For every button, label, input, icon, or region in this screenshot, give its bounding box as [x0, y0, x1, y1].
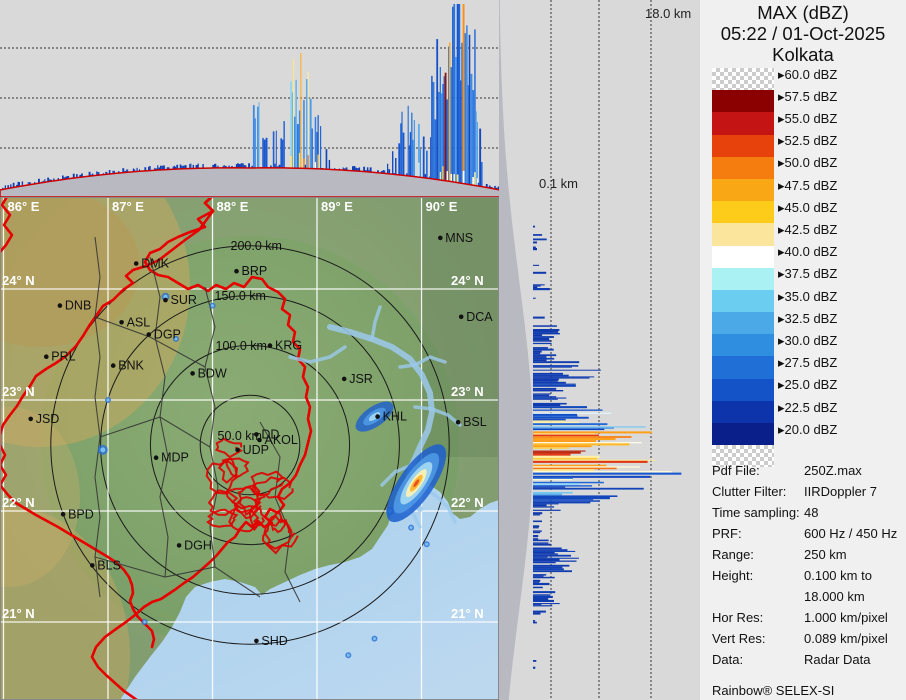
svg-text:24° N: 24° N: [2, 273, 35, 288]
svg-text:86° E: 86° E: [8, 199, 40, 214]
svg-text:88° E: 88° E: [217, 199, 249, 214]
svg-text:MNS: MNS: [445, 231, 473, 245]
svg-text:DCA: DCA: [466, 310, 493, 324]
svg-text:JSR: JSR: [349, 372, 373, 386]
svg-text:BLS: BLS: [97, 558, 121, 572]
svg-text:0.1 km: 0.1 km: [539, 176, 578, 191]
svg-text:22° N: 22° N: [2, 495, 35, 510]
svg-text:150.0 km: 150.0 km: [215, 289, 266, 303]
svg-text:BSL: BSL: [463, 415, 487, 429]
svg-text:87° E: 87° E: [112, 199, 144, 214]
svg-text:89° E: 89° E: [321, 199, 353, 214]
svg-text:90° E: 90° E: [426, 199, 458, 214]
svg-text:SUR: SUR: [171, 293, 197, 307]
svg-text:BNK: BNK: [118, 359, 144, 373]
svg-text:BPD: BPD: [68, 507, 94, 521]
svg-text:PRL: PRL: [51, 350, 75, 364]
svg-text:KRG: KRG: [275, 339, 302, 353]
svg-text:AKOL: AKOL: [265, 433, 298, 447]
svg-text:DGH: DGH: [184, 538, 212, 552]
svg-text:KHL: KHL: [383, 410, 407, 424]
svg-text:22° N: 22° N: [451, 495, 484, 510]
svg-text:18.0 km: 18.0 km: [645, 6, 691, 21]
svg-text:BDW: BDW: [198, 366, 227, 380]
svg-text:24° N: 24° N: [451, 273, 484, 288]
svg-text:BRP: BRP: [242, 264, 268, 278]
svg-text:DMK: DMK: [141, 257, 169, 271]
svg-text:ASL: ASL: [127, 315, 151, 329]
svg-text:DGP: DGP: [154, 328, 181, 342]
svg-text:100.0 km: 100.0 km: [216, 339, 267, 353]
svg-text:JSD: JSD: [36, 412, 60, 426]
svg-text:200.0 km: 200.0 km: [231, 239, 282, 253]
svg-text:21° N: 21° N: [451, 606, 484, 621]
svg-text:DNB: DNB: [65, 299, 91, 313]
svg-text:21° N: 21° N: [2, 606, 35, 621]
svg-text:23° N: 23° N: [451, 384, 484, 399]
svg-text:MDP: MDP: [161, 451, 189, 465]
svg-text:UDP: UDP: [243, 443, 269, 457]
svg-text:SHD: SHD: [261, 634, 287, 648]
svg-text:23° N: 23° N: [2, 384, 35, 399]
